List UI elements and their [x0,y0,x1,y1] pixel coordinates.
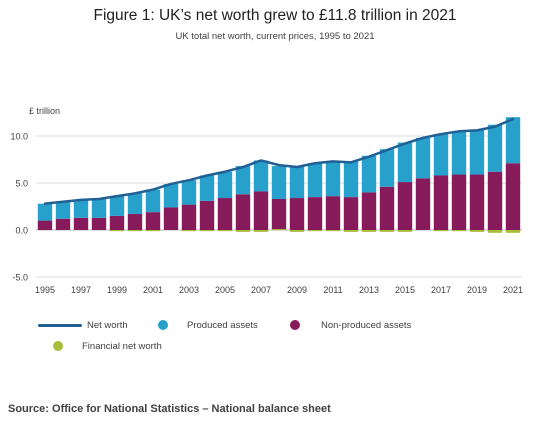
bar-financial [253,230,269,232]
bar-financial [451,230,467,232]
x-tick-label: 2005 [215,285,235,295]
bar-produced [253,160,269,192]
bar-financial [397,230,413,232]
bar-financial [271,229,287,231]
bar-produced [361,155,377,193]
bar-financial [433,230,449,232]
bar-non-produced [505,163,521,230]
x-tick-label: 2007 [251,285,271,295]
x-tick-label: 2001 [143,285,163,295]
bar-non-produced [181,204,197,230]
bar-produced [487,124,503,172]
bar-produced [469,129,485,175]
y-axis-unit-label: £ trillion [29,106,61,116]
y-tick-label: 5.0 [15,179,28,189]
bar-produced [505,117,521,164]
bar-non-produced [271,198,287,230]
x-tick-label: 2009 [287,285,307,295]
y-tick-label: 0.0 [15,226,28,236]
bar-financial [217,230,233,232]
bar-produced [199,175,215,201]
bar-financial [505,230,521,233]
source-note: Source: Office for National Statistics –… [8,403,331,415]
bar-non-produced [415,178,431,230]
chart-title: Figure 1: UK’s net worth grew to £11.8 t… [93,7,457,24]
bar-non-produced [127,214,143,230]
bar-non-produced [307,197,323,230]
bar-produced [37,203,53,221]
x-tick-label: 2021 [503,285,523,295]
bar-financial [199,230,215,232]
x-tick-label: 1997 [71,285,91,295]
bar-produced [181,180,197,205]
bar-non-produced [433,175,449,230]
bar-non-produced [361,192,377,230]
bar-financial [145,230,161,232]
x-tick-label: 1995 [35,285,55,295]
bar-non-produced [73,217,89,230]
x-tick-label: 2003 [179,285,199,295]
bar-produced [379,149,395,187]
bar-produced [91,198,107,218]
x-tick-label: 2015 [395,285,415,295]
bar-financial [127,230,143,232]
x-tick-label: 2013 [359,285,379,295]
bar-non-produced [397,182,413,230]
bar-produced [415,137,431,179]
bar-non-produced [469,174,485,230]
bar-produced [55,201,71,219]
bar-non-produced [91,217,107,230]
bar-produced [451,131,467,175]
bar-non-produced [379,186,395,230]
bar-financial [343,230,359,232]
bar-financial [109,230,125,232]
x-tick-label: 2011 [323,285,342,295]
bar-non-produced [343,197,359,230]
bar-financial [379,230,395,232]
bar-non-produced [217,198,233,230]
bar-non-produced [145,212,161,230]
bar-non-produced [199,200,215,230]
bar-produced [271,166,287,199]
bar-financial [469,230,485,232]
bar-produced [145,189,161,213]
bar-non-produced [55,218,71,230]
bar-produced [325,161,341,197]
bar-produced [163,183,179,208]
y-tick-label: -5.0 [12,273,28,283]
bar-non-produced [235,194,251,230]
bar-financial [307,230,323,232]
bar-non-produced [253,191,269,230]
bar-financial [361,230,377,232]
bar-produced [127,193,143,215]
bar-non-produced [37,220,53,230]
bar-produced [289,166,305,199]
bar-produced [217,171,233,199]
bar-non-produced [325,196,341,230]
x-tick-label: 2017 [431,285,451,295]
net-worth-line [43,117,515,205]
bar-non-produced [289,198,305,230]
bar-non-produced [109,215,125,230]
bar-non-produced [163,207,179,230]
bar-produced [73,199,89,218]
bar-financial [487,230,503,233]
bar-produced [307,163,323,198]
bar-produced [433,134,449,176]
x-tick-label: 2019 [467,285,487,295]
bar-financial [181,230,197,232]
chart-subtitle: UK total net worth, current prices, 1995… [175,31,375,42]
x-tick-label: 1999 [107,285,127,295]
bar-produced [235,166,251,195]
bar-non-produced [487,171,503,230]
bar-financial [325,230,341,232]
bar-produced [343,161,359,198]
bar-financial [289,230,305,232]
y-tick-label: 10.0 [10,132,28,142]
bar-financial [235,230,251,232]
bar-produced [109,196,125,216]
bar-produced [397,142,413,183]
bar-non-produced [451,174,467,230]
